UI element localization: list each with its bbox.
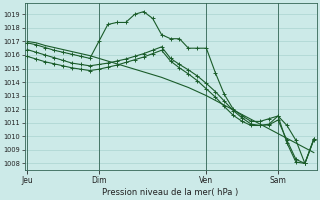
X-axis label: Pression niveau de la mer( hPa ): Pression niveau de la mer( hPa ) [102, 188, 239, 197]
